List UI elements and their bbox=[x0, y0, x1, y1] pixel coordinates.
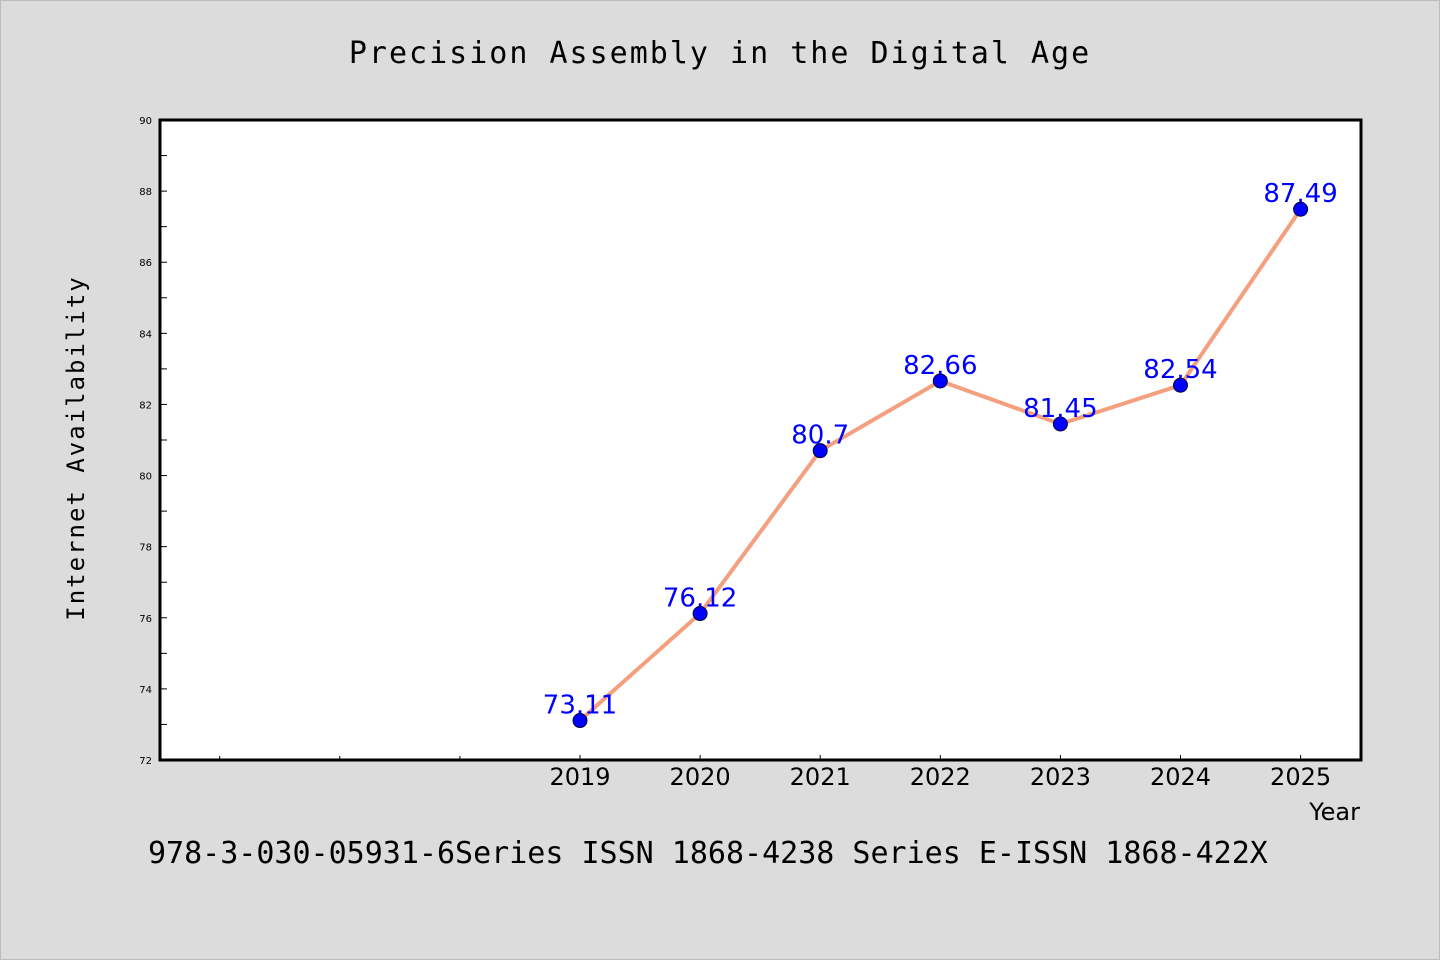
data-label: 81.45 bbox=[1023, 394, 1097, 424]
y-tick-label: 78 bbox=[139, 543, 152, 554]
x-tick-label: 2021 bbox=[790, 763, 851, 791]
x-tick-label: 2020 bbox=[670, 763, 731, 791]
y-tick-label: 90 bbox=[139, 116, 152, 127]
data-label: 80.7 bbox=[791, 421, 849, 451]
data-point bbox=[932, 373, 948, 389]
x-axis-label: Year bbox=[1308, 798, 1360, 826]
data-point bbox=[812, 443, 828, 459]
x-tick-label: 2025 bbox=[1270, 763, 1331, 791]
data-label: 76.12 bbox=[663, 584, 737, 614]
data-label: 73.11 bbox=[543, 691, 617, 721]
series-group: 73.11 76.12 80.7 82.66 81.45 82.54 87.49 bbox=[543, 179, 1338, 729]
x-tick-label: 2019 bbox=[549, 763, 610, 791]
data-label: 87.49 bbox=[1263, 179, 1337, 209]
y-tick-label: 84 bbox=[139, 329, 152, 340]
y-tick-label: 76 bbox=[139, 614, 152, 625]
plot-area bbox=[160, 120, 1361, 760]
y-tick-label: 80 bbox=[139, 472, 152, 483]
y-tick-label: 86 bbox=[139, 258, 152, 269]
chart-title: Precision Assembly in the Digital Age bbox=[349, 36, 1091, 71]
data-point bbox=[692, 606, 708, 622]
y-tick-label: 74 bbox=[139, 685, 152, 696]
y-tick-label: 72 bbox=[139, 756, 152, 767]
x-tick-label: 2024 bbox=[1150, 763, 1211, 791]
x-tick-label: 2023 bbox=[1030, 763, 1091, 791]
plot-border bbox=[158, 118, 1363, 762]
data-point bbox=[1052, 416, 1068, 432]
data-point bbox=[572, 713, 588, 729]
data-label: 82.66 bbox=[903, 351, 977, 381]
y-tick-label: 88 bbox=[139, 187, 152, 198]
x-axis: 2019 2020 2021 2022 2023 2024 2025 bbox=[219, 755, 1331, 791]
footer-isbn-text: 978-3-030-05931-6Series ISSN 1868-4238 S… bbox=[148, 836, 1268, 871]
data-label: 82.54 bbox=[1143, 355, 1217, 385]
y-tick-label: 82 bbox=[139, 400, 152, 411]
y-axis-label: Internet Availability bbox=[62, 275, 90, 620]
data-point bbox=[1173, 377, 1188, 393]
data-point bbox=[1293, 201, 1309, 217]
x-tick-label: 2022 bbox=[910, 763, 971, 791]
